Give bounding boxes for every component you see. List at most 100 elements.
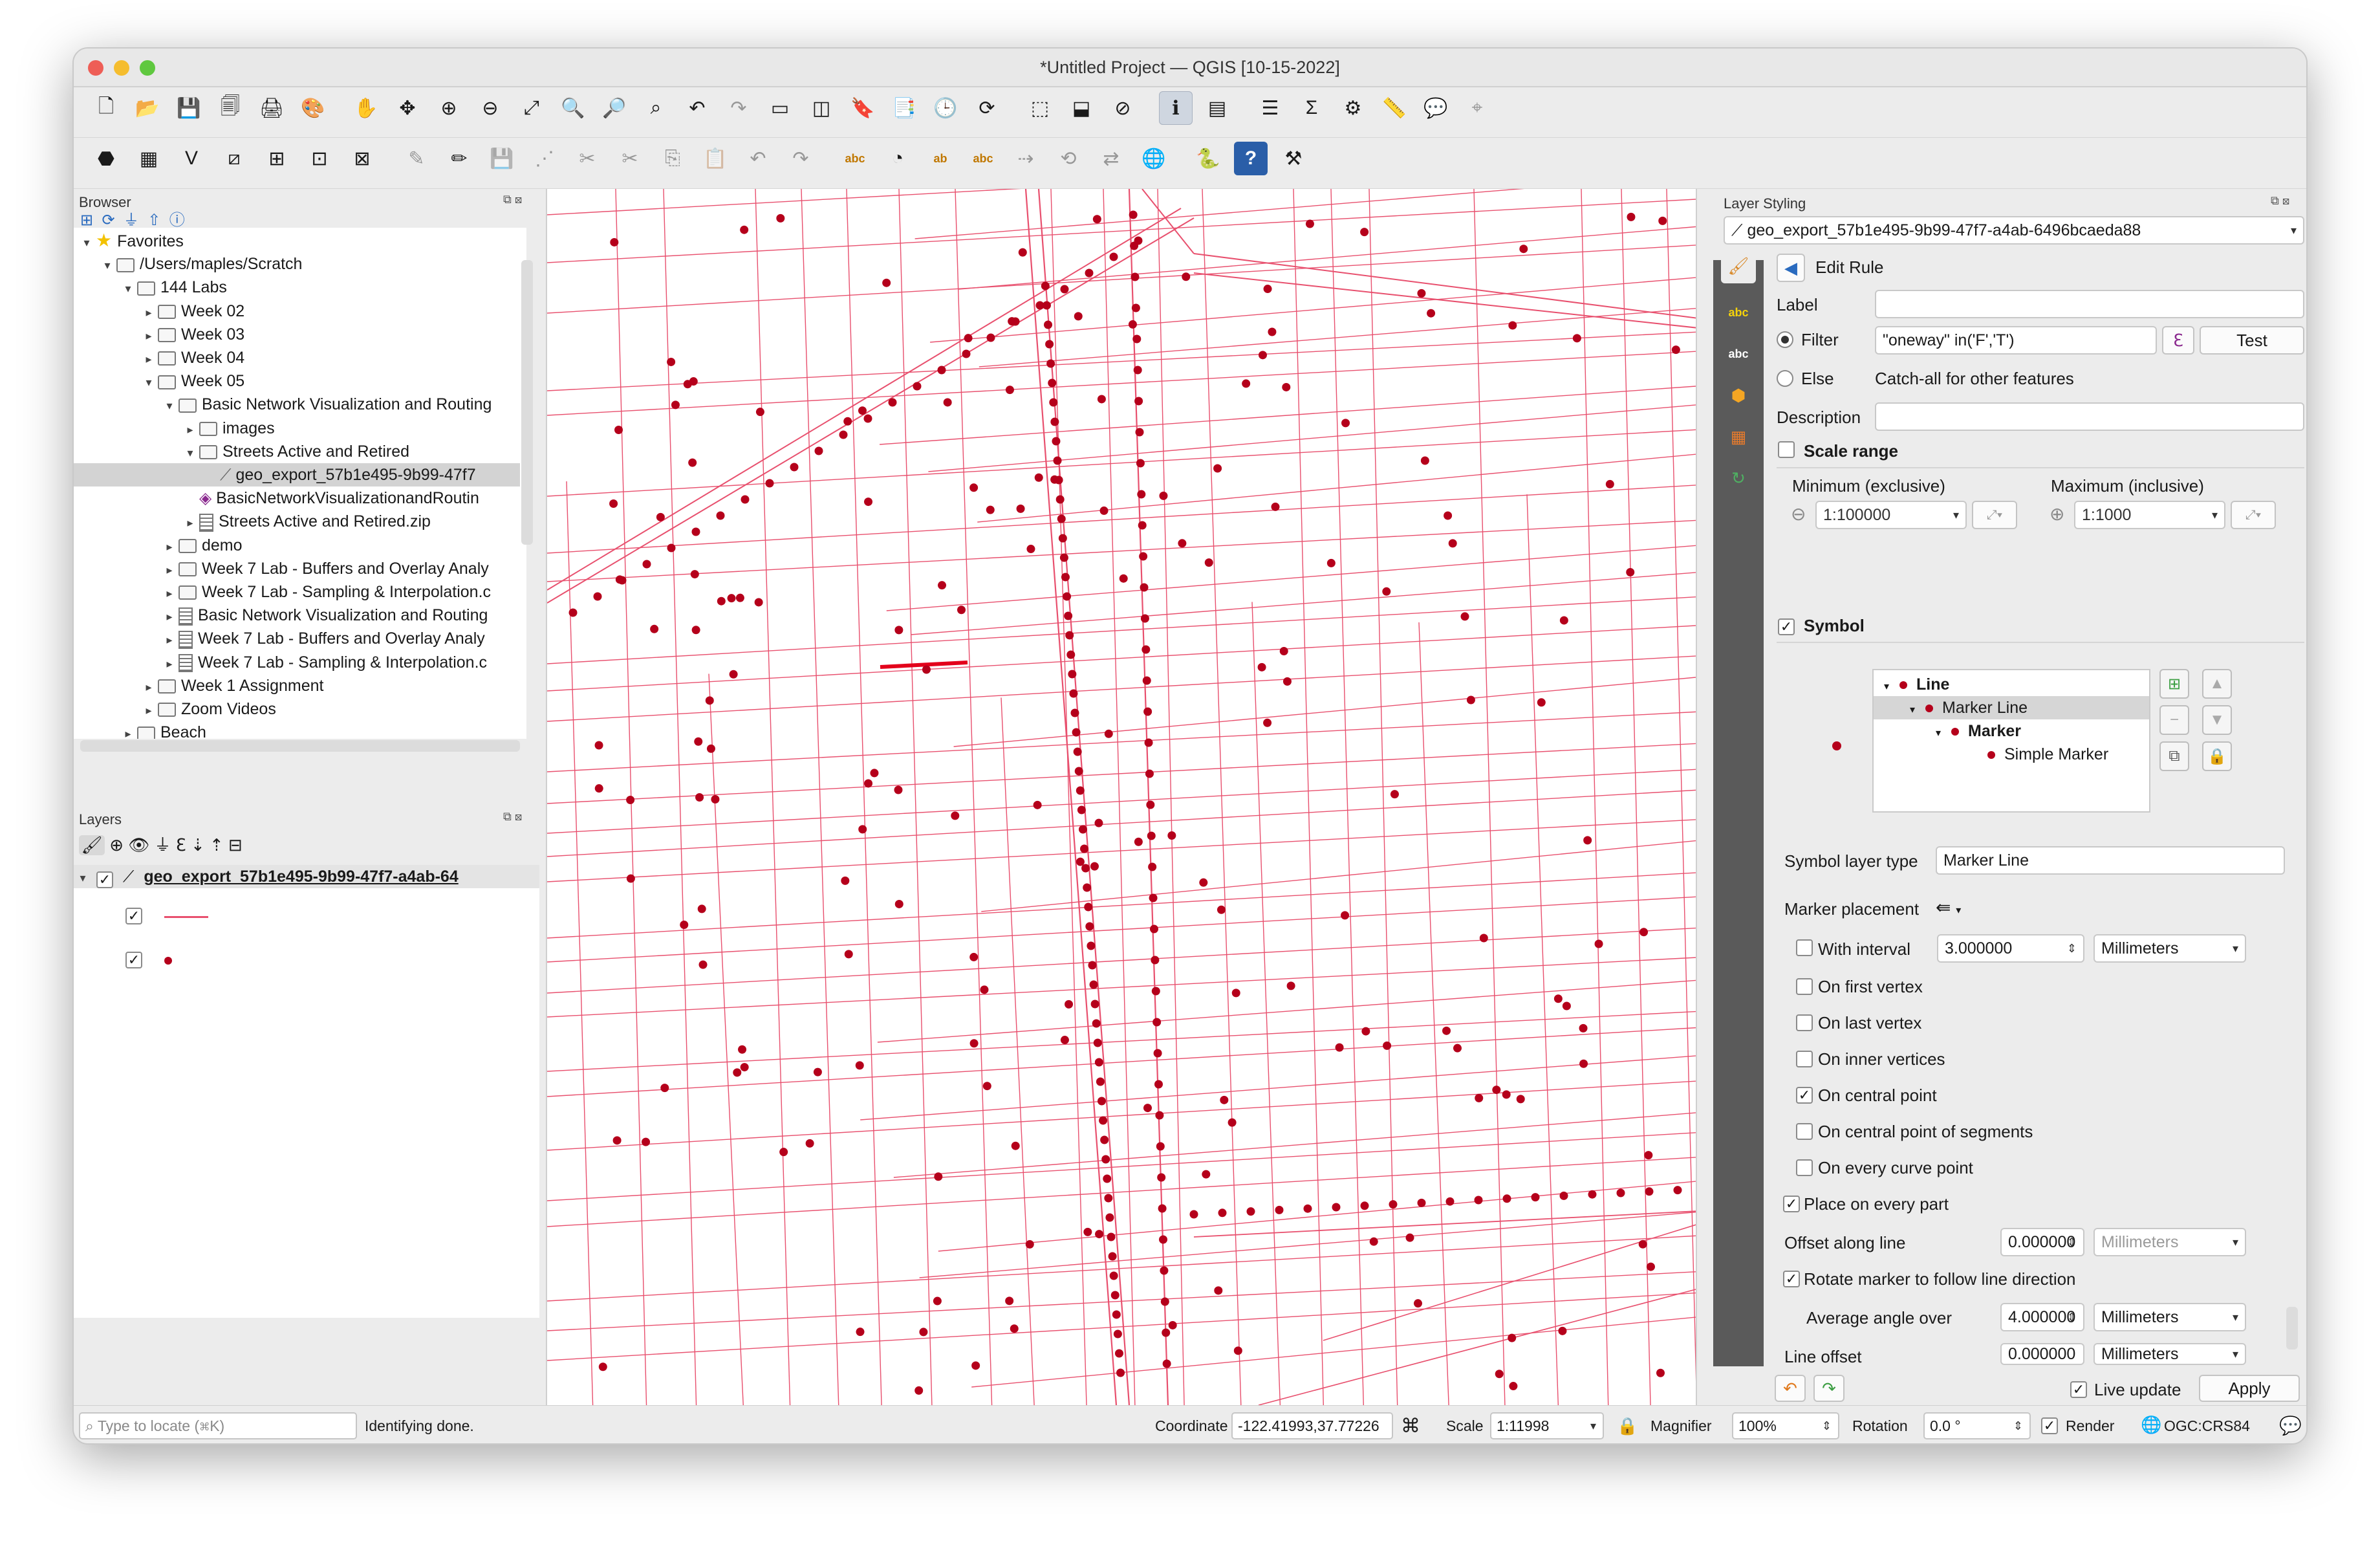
close-window-button[interactable]: [88, 60, 103, 76]
symbol-tree-marker[interactable]: ▾ Marker: [1874, 719, 2021, 743]
average-angle-unit-dropdown[interactable]: Millimeters ▾: [2093, 1303, 2246, 1331]
chevron-right-icon[interactable]: ▸: [146, 353, 152, 366]
symbol-props-scrollbar[interactable]: [2286, 1307, 2298, 1350]
browser-item[interactable]: ▸ Week 02: [74, 300, 520, 323]
zoom-full-icon[interactable]: ⤢: [524, 97, 539, 118]
save-edits-icon[interactable]: 💾: [490, 148, 514, 169]
browser-item[interactable]: ▾ Basic Network Visualization and Routing: [74, 393, 520, 416]
identify-features-icon[interactable]: ℹ: [1159, 91, 1193, 125]
diagram-tool-icon[interactable]: ◔: [891, 148, 904, 169]
max-scale-map-button[interactable]: ⤢▾: [2231, 501, 2276, 529]
browser-item[interactable]: ▸ Zoom Videos: [74, 697, 520, 721]
on-first-vertex-checkbox[interactable]: [1796, 978, 1813, 995]
deselect-icon[interactable]: ⊘: [1114, 97, 1131, 119]
move-up-icon[interactable]: ▲: [2202, 669, 2232, 699]
test-button[interactable]: Test: [2200, 326, 2304, 355]
add-symbol-layer-icon[interactable]: ⊞: [2159, 669, 2189, 699]
on-last-vertex-checkbox[interactable]: [1796, 1014, 1813, 1031]
manage-visibility-icon[interactable]: 👁: [128, 835, 150, 855]
highlight-label-icon[interactable]: abc: [973, 151, 993, 165]
pan-to-selection-icon[interactable]: ✥: [399, 97, 416, 119]
crs-globe-icon[interactable]: 🌐: [2141, 1415, 2162, 1434]
help-icon[interactable]: ?: [1234, 142, 1268, 175]
cut-icon[interactable]: ✂: [622, 148, 638, 169]
chevron-right-icon[interactable]: ▸: [166, 563, 173, 576]
rule-line-checkbox[interactable]: ✓: [125, 908, 142, 924]
metasearch-icon[interactable]: 🌐: [1141, 148, 1166, 169]
add-wfs-icon[interactable]: ⊠: [354, 148, 371, 169]
open-layer-styling-icon[interactable]: 🖌: [79, 835, 105, 855]
add-raster-icon[interactable]: ▦: [139, 148, 158, 169]
new-bookmark-icon[interactable]: 🔖: [850, 97, 875, 119]
undo-icon[interactable]: ↶: [750, 148, 766, 169]
symbol-checkbox[interactable]: ✓: [1778, 618, 1795, 635]
on-inner-vertices-checkbox[interactable]: [1796, 1051, 1813, 1067]
symbol-layer-type-dropdown[interactable]: Marker Line: [1936, 846, 2285, 875]
back-button[interactable]: ◀: [1777, 254, 1805, 282]
zoom-last-icon[interactable]: ↶: [689, 97, 706, 119]
save-as-icon[interactable]: 🗐: [221, 95, 240, 117]
redo-icon[interactable]: ↷: [792, 148, 809, 169]
lock-scale-icon[interactable]: 🔒: [1617, 1416, 1638, 1436]
filter-legend-icon[interactable]: ⏚: [154, 835, 171, 855]
add-spatialite-icon[interactable]: ⧄: [228, 148, 241, 169]
with-interval-checkbox[interactable]: [1796, 939, 1813, 956]
chevron-right-icon[interactable]: ▸: [166, 633, 173, 647]
filter-expression-input[interactable]: "oneway" in('F','T'): [1875, 326, 2157, 355]
remove-layer-icon[interactable]: ⊟: [228, 835, 243, 855]
chevron-right-icon[interactable]: ▸: [166, 657, 173, 670]
rotate-marker-checkbox[interactable]: ✓: [1783, 1271, 1800, 1287]
save-project-icon[interactable]: 💾: [177, 97, 201, 119]
browser-item[interactable]: ▸ Week 7 Lab - Buffers and Overlay Analy: [74, 557, 520, 580]
browser-h-scrollbar[interactable]: [80, 740, 520, 752]
field-calculator-icon[interactable]: ⚙: [1344, 97, 1362, 119]
browser-item[interactable]: ▾ Week 05: [74, 369, 520, 393]
browser-item[interactable]: ⟋ geo_export_57b1e495-9b99-47f7: [74, 463, 520, 486]
add-wcs-icon[interactable]: ⊡: [311, 148, 328, 169]
browser-item[interactable]: ▸ Week 04: [74, 346, 520, 369]
browser-item[interactable]: ▸ Week 1 Assignment: [74, 674, 520, 697]
place-on-every-part-checkbox[interactable]: ✓: [1783, 1196, 1800, 1212]
3d-view-tab-icon[interactable]: ⬢: [1731, 385, 1746, 405]
chevron-down-icon[interactable]: ▾: [104, 259, 111, 272]
expand-all-icon[interactable]: ⇣: [190, 835, 205, 855]
max-scale-input[interactable]: 1:1000 ▾: [2074, 501, 2225, 529]
browser-item[interactable]: ▸ demo: [74, 534, 520, 557]
description-input[interactable]: [1875, 402, 2304, 431]
browser-scrollbar[interactable]: [521, 260, 533, 545]
locator-input[interactable]: ⌕ Type to locate (⌘K): [79, 1412, 357, 1439]
interval-spinbox[interactable]: 3.000000 ⇕: [1937, 934, 2084, 963]
add-group-icon[interactable]: ⊕: [109, 835, 124, 855]
masks-tab-icon[interactable]: abc: [1728, 347, 1749, 360]
pan-icon[interactable]: ✋: [354, 97, 378, 119]
zoom-window-button[interactable]: [140, 60, 155, 76]
chevron-down-icon[interactable]: ▾: [166, 399, 173, 413]
print-layout-icon[interactable]: 🖨: [259, 97, 285, 119]
rotate-label-icon[interactable]: ⟲: [1060, 148, 1077, 169]
duplicate-icon[interactable]: ⧉: [2159, 741, 2189, 771]
messages-icon[interactable]: 💬: [2279, 1415, 2302, 1436]
paste-icon[interactable]: 📋: [703, 148, 728, 169]
browser-item[interactable]: ▸ Week 7 Lab - Sampling & Interpolation.c: [74, 651, 520, 674]
copy-icon[interactable]: ⎘: [665, 148, 680, 169]
chevron-right-icon[interactable]: ▸: [125, 727, 131, 739]
browser-item[interactable]: ▾ 144 Labs: [74, 276, 520, 299]
zoom-out-icon[interactable]: ⊖: [482, 97, 499, 119]
pencil-icon[interactable]: ✏: [451, 148, 468, 169]
refresh-icon[interactable]: ⟳: [979, 97, 995, 119]
browser-panel-float-close-icons[interactable]: ⧉ ⊠: [503, 193, 523, 206]
layer-expand-arrow[interactable]: ▾: [80, 871, 86, 884]
magnifier-spinbox[interactable]: 100% ⇕: [1732, 1412, 1839, 1439]
style-manager-icon[interactable]: 🎨: [301, 97, 325, 119]
on-central-point-checkbox[interactable]: ✓: [1796, 1087, 1813, 1104]
digitize-icon[interactable]: ⋰: [535, 148, 554, 169]
live-update-checkbox[interactable]: ✓: [2070, 1381, 2087, 1398]
change-label-icon[interactable]: ⇄: [1103, 148, 1120, 169]
layer-visibility-checkbox[interactable]: ✓: [96, 871, 113, 888]
gps-icon[interactable]: ⌖: [1471, 97, 1483, 118]
redo-style-icon[interactable]: ↷: [1813, 1375, 1844, 1402]
layer-select-dropdown[interactable]: ⟋ geo_export_57b1e495-9b99-47f7-a4ab-649…: [1724, 216, 2304, 245]
history-tab-icon[interactable]: ↻: [1731, 468, 1746, 488]
scale-dropdown[interactable]: 1:11998 ▾: [1490, 1412, 1604, 1439]
apply-button[interactable]: Apply: [2199, 1375, 2300, 1402]
